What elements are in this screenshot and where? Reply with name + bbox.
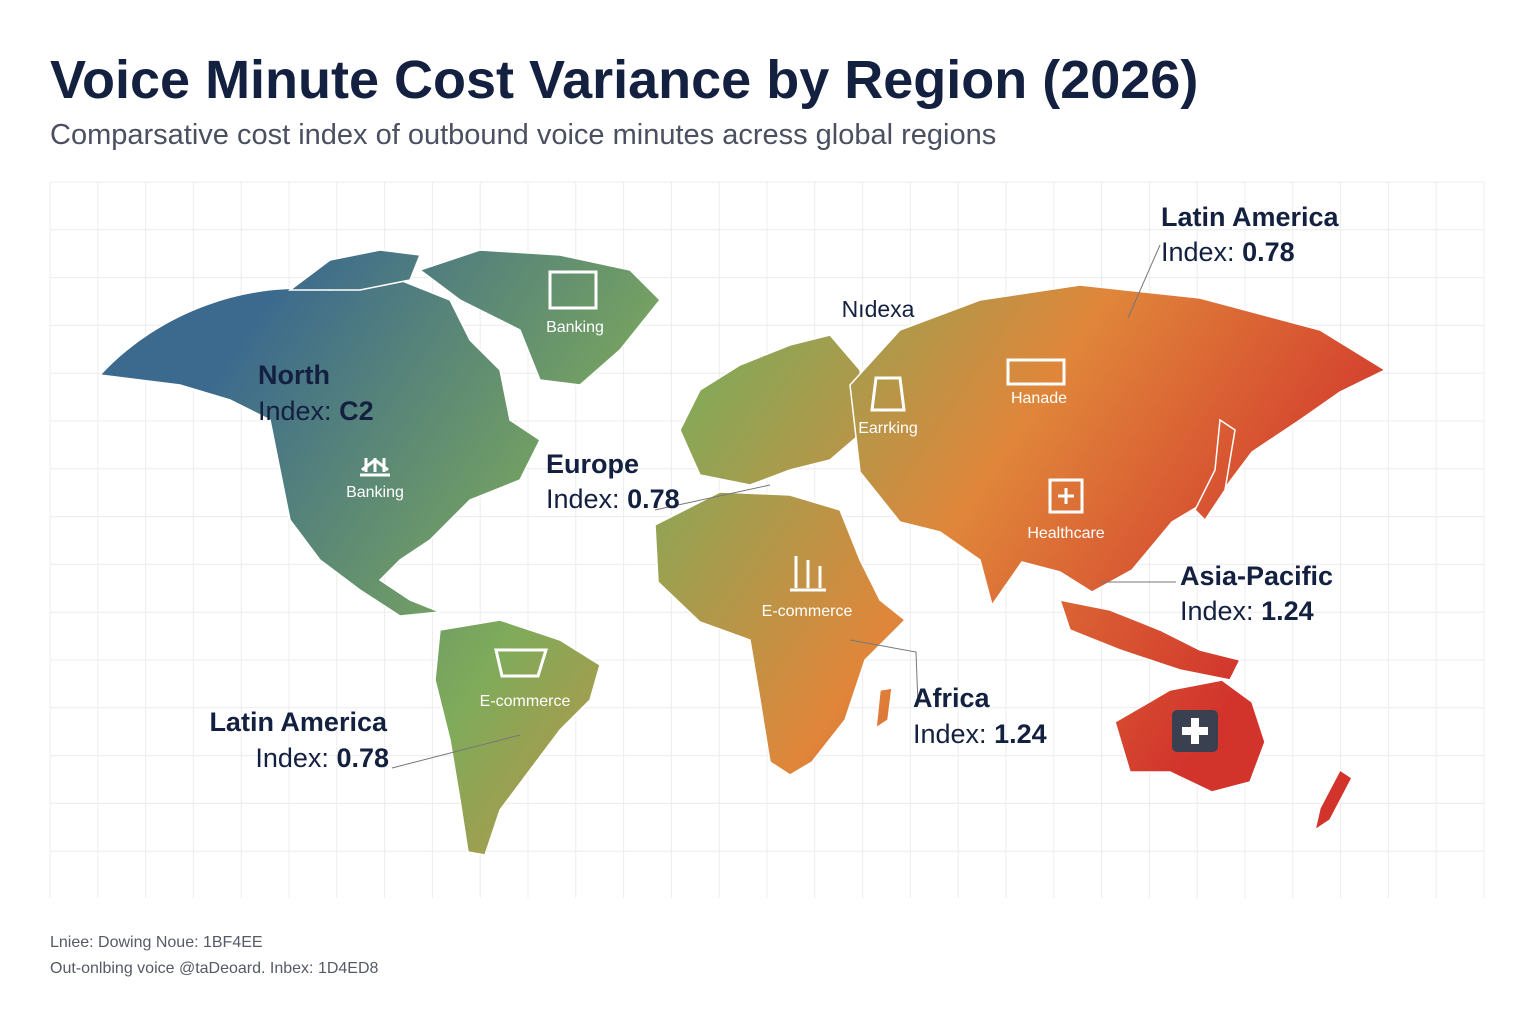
healthcare-icon [1048,478,1084,514]
asia [849,284,1387,607]
leader-line [849,639,919,706]
keyboard-icon [1006,358,1066,386]
region-index: Index: 0.78 [546,484,680,514]
subtitle: Comparsative cost index of outbound voic… [50,119,996,151]
index-label: Index: [1180,596,1254,626]
store-icon [790,556,826,592]
index-value: 0.78 [336,743,389,773]
index-label: Index: [546,484,620,514]
region-name: Latin America [209,707,388,737]
map-label: E-commerce [762,603,853,620]
title: Voice Minute Cost Variance by Region (20… [50,50,1198,110]
index-label: Index: [913,719,987,749]
map-label: Banking [546,319,604,336]
region-name: Europe [546,449,639,479]
cart-icon [494,648,549,678]
index-value: 1.24 [994,719,1047,749]
hospital-icon [548,270,598,310]
map-label: Hanade [1011,390,1067,407]
first-aid-cross [1182,718,1208,744]
japan [1194,418,1236,522]
leader-line [391,734,521,769]
leader-line [654,484,771,511]
africa [654,491,907,776]
callout: Latin America Index: 0.78 [209,707,389,773]
world-map [98,249,1387,856]
map-label: Healthcare [1027,525,1104,542]
leader-line [1127,244,1161,319]
callout: Latin America Index: 0.78 [1161,202,1340,267]
south-america [434,619,601,856]
region-name: Asia-Pacific [1180,561,1333,591]
callout: North Index: C2 [258,360,374,426]
map-label: Banking [346,484,404,501]
bag-icon [870,376,906,412]
callout: Europe Index: 0.78 [546,449,680,514]
footer-note: Out-onlbing voice @taDeoard. Inbex: 1D4E… [50,960,379,977]
callout: Asia-Pacific Index: 1.24 [1180,561,1333,626]
index-value: 0.78 [1242,237,1295,267]
north-america [98,279,541,617]
index-value: C2 [339,396,374,426]
europe [679,334,866,486]
map-label: Earrking [858,420,918,437]
index-value: 1.24 [1261,596,1314,626]
map-label: Nıdexa [842,296,915,322]
footer-note: Lniee: Dowing Noue: 1BF4EE [50,934,263,951]
region-name: Latin America [1161,202,1340,232]
map-icons [360,270,1084,678]
new-zealand [1313,768,1353,832]
region-index: Index: C2 [258,396,374,426]
region-index: Index: 1.24 [913,719,1047,749]
southeast-asia [1058,599,1242,681]
region-index: Index: 0.78 [255,743,389,773]
callout: Africa Index: 1.24 [913,683,1047,749]
index-label: Index: [258,396,332,426]
bank-icon [360,458,390,477]
index-label: Index: [255,743,329,773]
region-index: Index: 1.24 [1180,596,1314,626]
region-name: Africa [913,683,991,713]
region-index: Index: 0.78 [1161,237,1295,267]
arctic-islands [287,249,422,291]
greenland [418,249,662,386]
map-label: E-commerce [480,693,571,710]
leader-lines [391,244,1176,769]
region-name: North [258,360,330,390]
index-label: Index: [1161,237,1235,267]
index-value: 0.78 [627,484,680,514]
madagascar [875,687,893,730]
